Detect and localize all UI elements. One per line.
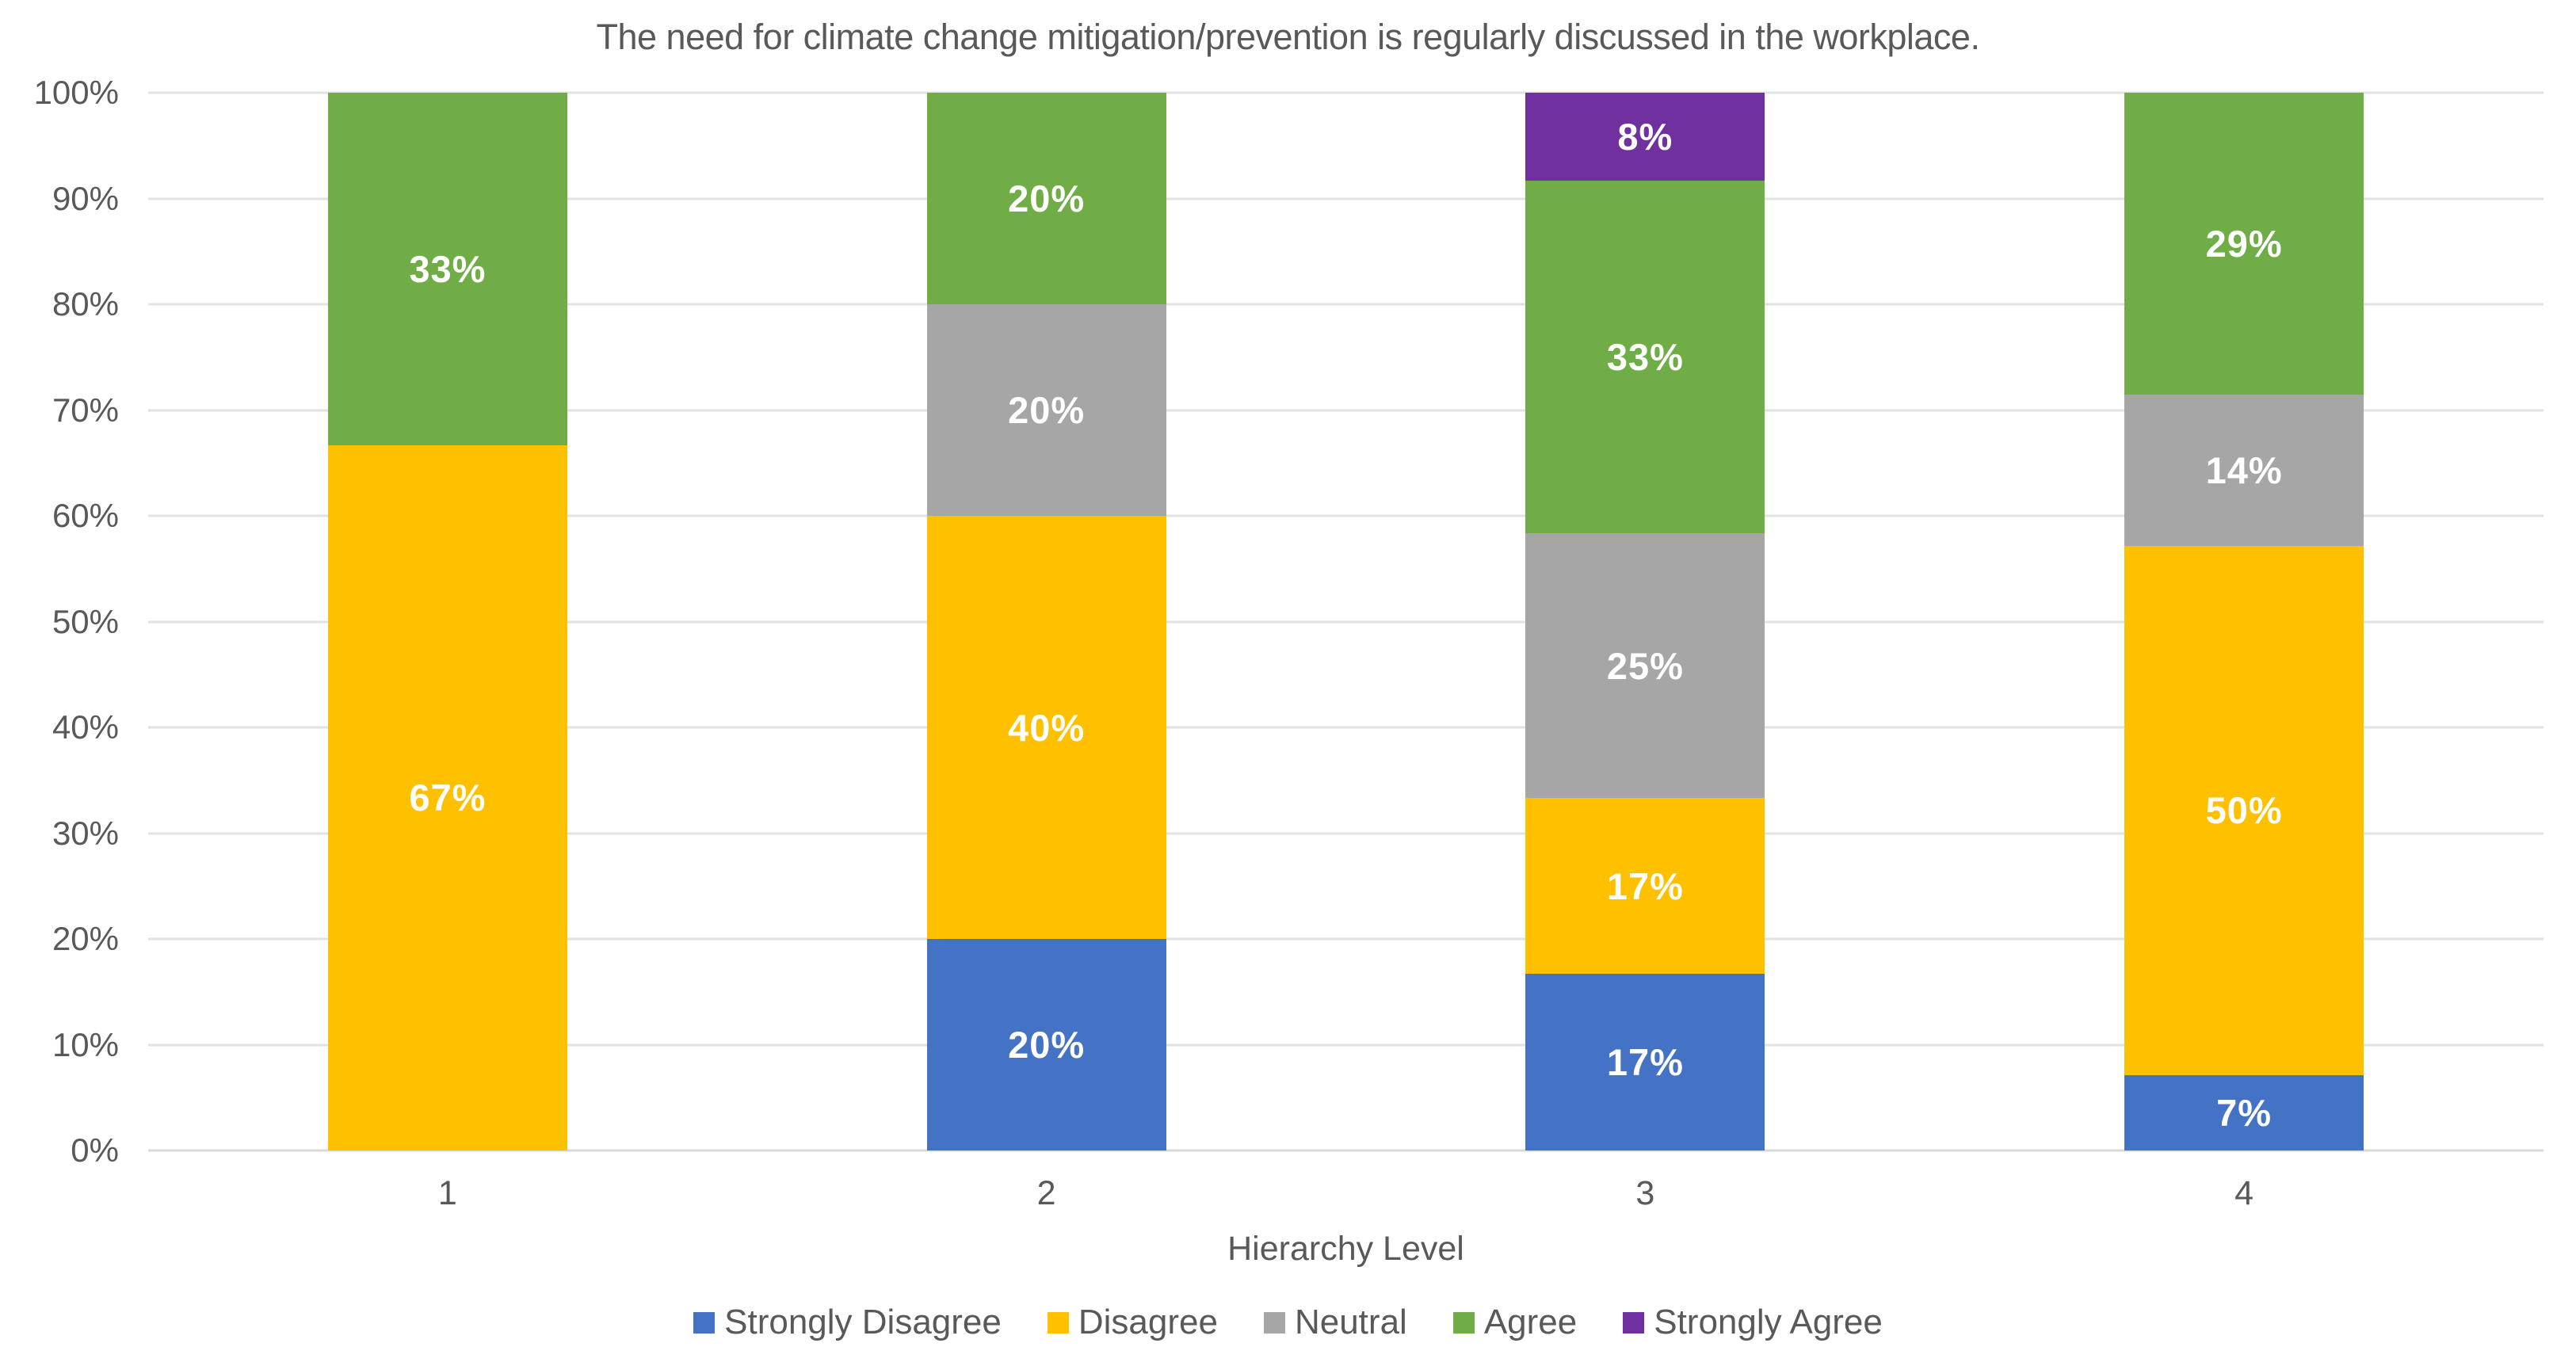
legend-marker-icon	[1623, 1311, 1645, 1334]
data-label: 20%	[1008, 389, 1086, 431]
legend-label: Strongly Agree	[1654, 1303, 1883, 1341]
x-tick-label: 3	[1635, 1174, 1655, 1212]
gridline	[148, 303, 2544, 306]
x-tick-label: 1	[437, 1174, 457, 1212]
legend-marker-icon	[1452, 1311, 1475, 1334]
bar-segment-disagree: 17%	[1525, 798, 1765, 975]
bar-segment-strongly-disagree: 7%	[2124, 1074, 2364, 1150]
y-tick-label: 40%	[52, 708, 119, 746]
data-label: 8%	[1617, 116, 1673, 158]
gridline	[148, 937, 2544, 941]
data-label: 20%	[1008, 177, 1086, 219]
bar-segment-neutral: 14%	[2124, 395, 2364, 547]
x-axis-title: Hierarchy Level	[1227, 1230, 1464, 1268]
x-tick-label: 4	[2234, 1174, 2254, 1212]
legend-label: Neutral	[1294, 1303, 1407, 1341]
gridline	[148, 726, 2544, 729]
bar-segment-agree: 29%	[2124, 93, 2364, 395]
gridline	[148, 514, 2544, 517]
legend-label: Strongly Disagree	[724, 1303, 1002, 1341]
bar-segment-strongly-agree: 8%	[1525, 93, 1765, 181]
legend-marker-icon	[1263, 1311, 1285, 1334]
data-label: 20%	[1008, 1024, 1086, 1066]
bar-segment-disagree: 40%	[926, 516, 1166, 939]
data-label: 29%	[2205, 223, 2283, 265]
data-label: 67%	[409, 776, 487, 819]
data-label: 50%	[2205, 789, 2283, 832]
legend-label: Disagree	[1078, 1303, 1218, 1341]
data-label: 33%	[1606, 336, 1684, 379]
bar-segment-strongly-disagree: 17%	[1525, 974, 1765, 1150]
x-axis-line	[148, 1149, 2544, 1152]
data-label: 40%	[1008, 706, 1086, 749]
gridline	[148, 197, 2544, 200]
legend-item-disagree: Disagree	[1047, 1303, 1218, 1342]
data-label: 14%	[2205, 449, 2283, 492]
y-axis: 100% 90% 80% 70% 60% 50% 40% 30% 20% 10% 0%	[0, 74, 119, 1169]
bar-segment-agree: 20%	[926, 93, 1166, 304]
y-tick-label: 0%	[71, 1131, 119, 1169]
legend-item-strongly-agree: Strongly Agree	[1623, 1303, 1883, 1342]
bar-1: 67% 33%	[327, 93, 567, 1150]
plot-area: 67% 33% 20% 40% 20% 20% 17% 17% 25% 33% 8% 7% 50% 14%…	[148, 91, 2544, 1152]
legend-label: Agree	[1483, 1303, 1578, 1341]
data-label: 17%	[1606, 1041, 1684, 1084]
y-tick-label: 100%	[33, 74, 119, 111]
legend: Strongly Disagree Disagree Neutral Agree Str…	[0, 1303, 2576, 1342]
data-label: 33%	[409, 247, 487, 290]
bar-4: 7% 50% 14% 29%	[2124, 93, 2364, 1150]
bar-segment-disagree: 67%	[327, 445, 567, 1150]
y-tick-label: 90%	[52, 179, 119, 217]
y-tick-label: 70%	[52, 391, 119, 429]
x-axis: 1 2 3 4	[148, 1174, 2544, 1222]
legend-item-agree: Agree	[1452, 1303, 1578, 1342]
gridline	[148, 1044, 2544, 1046]
gridline	[148, 620, 2544, 623]
y-tick-label: 60%	[52, 497, 119, 534]
bar-segment-agree: 33%	[1525, 181, 1765, 534]
x-tick-label: 2	[1036, 1174, 1056, 1212]
y-tick-label: 50%	[52, 602, 119, 640]
y-tick-label: 20%	[52, 920, 119, 957]
gridline	[148, 409, 2544, 411]
bar-3: 17% 17% 25% 33% 8%	[1525, 93, 1765, 1150]
bar-segment-agree: 33%	[327, 93, 567, 445]
bar-segment-disagree: 50%	[2124, 546, 2364, 1075]
y-tick-label: 10%	[52, 1025, 119, 1063]
data-label: 17%	[1606, 864, 1684, 907]
bar-segment-strongly-disagree: 20%	[926, 939, 1166, 1150]
gridline	[148, 91, 2544, 94]
legend-marker-icon	[1047, 1311, 1069, 1334]
legend-item-strongly-disagree: Strongly Disagree	[693, 1303, 1002, 1342]
data-label: 7%	[2216, 1091, 2273, 1134]
chart-title: The need for climate change mitigation/p…	[596, 17, 1980, 57]
bar-segment-neutral: 25%	[1525, 533, 1765, 799]
y-tick-label: 30%	[52, 814, 119, 852]
legend-item-neutral: Neutral	[1263, 1303, 1407, 1342]
bar-2: 20% 40% 20% 20%	[926, 93, 1166, 1150]
legend-marker-icon	[693, 1311, 716, 1334]
y-tick-label: 80%	[52, 285, 119, 322]
data-label: 25%	[1606, 644, 1684, 687]
gridline	[148, 832, 2544, 834]
bar-segment-neutral: 20%	[926, 304, 1166, 516]
